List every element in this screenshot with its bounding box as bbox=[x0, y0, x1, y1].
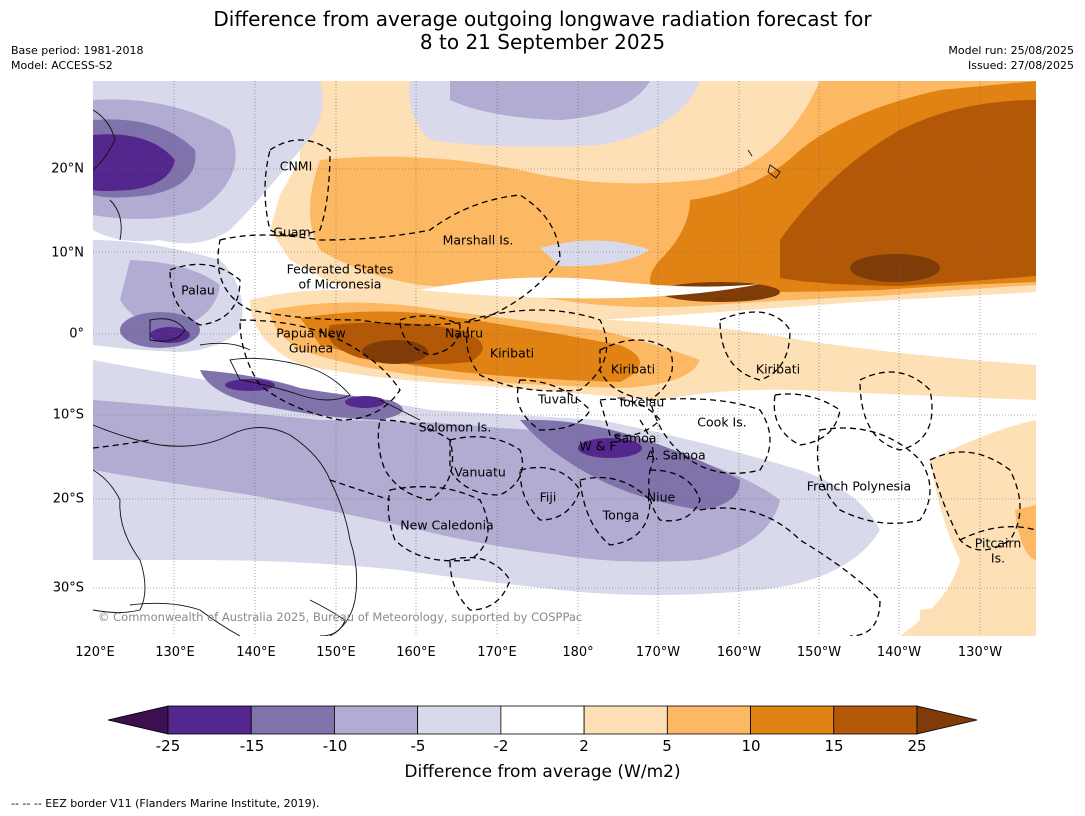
region-positive-se-mid bbox=[1015, 505, 1036, 560]
place-pitcairn-line-2: Is. bbox=[990, 550, 1006, 566]
region-positive-very-strong bbox=[780, 100, 1036, 286]
lon-label-170e: 170°E bbox=[477, 645, 517, 660]
colorbar-segment bbox=[334, 705, 419, 735]
region-neutral-gap bbox=[420, 277, 760, 299]
colorbar-tick: 5 bbox=[662, 737, 672, 755]
lat-label-0: 0° bbox=[69, 326, 84, 342]
place-cnmi: CNMI bbox=[279, 158, 313, 174]
place-tokelau: Tokelau bbox=[617, 394, 665, 410]
lon-label-120e: 120°E bbox=[75, 645, 115, 660]
colorbar-tick: -15 bbox=[239, 737, 265, 755]
place-samoa: Samoa bbox=[613, 430, 657, 446]
issued-text: Issued: 27/08/2025 bbox=[967, 59, 1074, 72]
place-palau: Palau bbox=[181, 282, 215, 298]
model-run-text: Model run: 25/08/2025 bbox=[948, 44, 1074, 57]
anomaly-field bbox=[93, 81, 1036, 636]
graticule bbox=[93, 81, 1036, 636]
colorbar-segment bbox=[666, 705, 751, 735]
region-spcz-very-strong-west-2 bbox=[225, 379, 275, 391]
lon-label-160e: 160°E bbox=[396, 645, 436, 660]
colorbar-segment bbox=[167, 705, 252, 735]
lat-label-20n: 20°N bbox=[51, 161, 84, 177]
place-niue: Niue bbox=[646, 489, 676, 505]
place-new-caledonia: New Caledonia bbox=[400, 517, 494, 533]
colorbar-tick: 15 bbox=[824, 737, 844, 755]
eez-borders bbox=[93, 139, 1036, 636]
region-negative-mid-n bbox=[450, 81, 650, 120]
colorbar-segment bbox=[750, 705, 835, 735]
chart-title-line-1: Difference from average outgoing longwav… bbox=[213, 7, 872, 31]
lon-label-150w: 150°W bbox=[796, 645, 842, 660]
colorbar-segment bbox=[417, 705, 502, 735]
region-positive-s bbox=[920, 606, 1036, 636]
lon-label-140w: 140°W bbox=[876, 645, 922, 660]
colorbar-segment bbox=[833, 705, 918, 735]
model-text: Model: ACCESS-S2 bbox=[11, 59, 113, 72]
region-negative-very-strong-nw bbox=[93, 134, 175, 191]
base-period-text: Base period: 1981-2018 bbox=[11, 44, 144, 57]
lat-label-30s: 30°S bbox=[52, 580, 84, 596]
place-american-samoa: A. Samoa bbox=[646, 447, 706, 463]
place-marshall-is: Marshall Is. bbox=[442, 232, 514, 248]
region-negative-mid-w bbox=[120, 260, 220, 330]
colorbar-segment bbox=[250, 705, 335, 735]
colorbar-extend-low bbox=[107, 705, 169, 735]
place-tonga: Tonga bbox=[602, 507, 640, 523]
region-negative-very-strong-w bbox=[150, 327, 190, 343]
colorbar-tick: 10 bbox=[741, 737, 761, 755]
colorbar-extend-high bbox=[916, 705, 978, 735]
colorbar-tick: -25 bbox=[155, 737, 181, 755]
region-equatorial-extreme bbox=[362, 340, 428, 364]
place-png-line-2: Guinea bbox=[288, 340, 334, 356]
colorbar-segment bbox=[583, 705, 668, 735]
colorbar-tick: -5 bbox=[410, 737, 426, 755]
place-png-line-1: Papua New bbox=[276, 325, 346, 341]
place-fiji: Fiji bbox=[539, 489, 557, 505]
place-french-polynesia: French Polynesia bbox=[806, 478, 912, 494]
region-positive-extreme bbox=[850, 254, 940, 282]
place-nauru: Nauru bbox=[445, 325, 483, 341]
place-tuvalu: Tuvalu bbox=[537, 391, 579, 407]
place-cook-is: Cook Is. bbox=[697, 414, 747, 430]
colorbar-tick: 25 bbox=[907, 737, 927, 755]
lon-label-170w: 170°W bbox=[635, 645, 681, 660]
place-pitcairn-line-1: Pitcairn bbox=[974, 535, 1022, 551]
eez-legend-note: -- -- -- EEZ border V11 (Flanders Marine… bbox=[11, 797, 320, 810]
place-wallis-futuna: W & F bbox=[579, 438, 617, 454]
place-fsm-line-1: Federated States bbox=[286, 261, 394, 277]
place-kiribati-east: Kiribati bbox=[755, 361, 801, 377]
meta-right: Model run: 25/08/2025 Issued: 27/08/2025 bbox=[948, 43, 1074, 73]
region-spcz-very-strong-west bbox=[345, 396, 385, 408]
place-fsm-line-2: of Micronesia bbox=[298, 276, 382, 292]
place-vanuatu: Vanuatu bbox=[454, 464, 506, 480]
colorbar-tick: 2 bbox=[579, 737, 589, 755]
lat-label-10s: 10°S bbox=[52, 407, 84, 423]
lon-label-130w: 130°W bbox=[957, 645, 1003, 660]
colorbar-tick: -10 bbox=[322, 737, 348, 755]
coastlines bbox=[93, 109, 781, 636]
region-spcz-very-strong bbox=[578, 438, 642, 458]
colorbar-segment bbox=[500, 705, 585, 735]
place-kiribati-central: Kiribati bbox=[610, 361, 656, 377]
copyright-notice: © Commonwealth of Australia 2025, Bureau… bbox=[98, 610, 583, 624]
region-negative-patch bbox=[540, 240, 650, 267]
place-kiribati-west: Kiribati bbox=[489, 345, 535, 361]
meta-left: Base period: 1981-2018 Model: ACCESS-S2 bbox=[11, 43, 143, 73]
lat-label-20s: 20°S bbox=[52, 491, 84, 507]
colorbar-label: Difference from average (W/m2) bbox=[404, 762, 681, 782]
lon-label-180: 180° bbox=[562, 645, 594, 660]
place-solomon-is: Solomon Is. bbox=[418, 419, 492, 435]
lat-label-10n: 10°N bbox=[51, 245, 84, 261]
place-guam: Guam bbox=[273, 224, 311, 240]
lon-label-160w: 160°W bbox=[716, 645, 762, 660]
lon-label-130e: 130°E bbox=[155, 645, 195, 660]
lon-label-150e: 150°E bbox=[316, 645, 356, 660]
lon-label-140e: 140°E bbox=[236, 645, 276, 660]
region-spcz-strong bbox=[520, 419, 740, 510]
colorbar-tick: -2 bbox=[493, 737, 509, 755]
chart-title-line-2: 8 to 21 September 2025 bbox=[419, 30, 666, 54]
